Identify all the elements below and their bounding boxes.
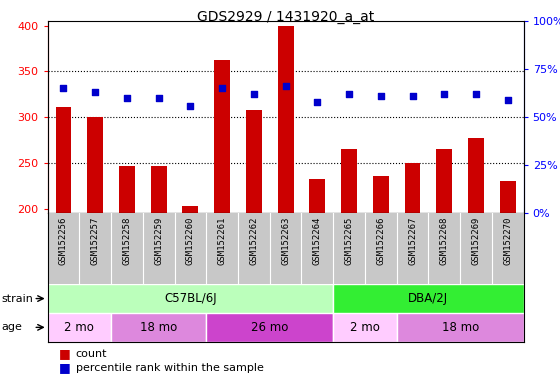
Bar: [48, 284, 333, 313]
Text: C57BL/6J: C57BL/6J: [164, 292, 217, 305]
Bar: [246, 110, 262, 384]
Point: [91, 89, 100, 95]
Point: [313, 99, 322, 105]
Bar: [111, 313, 206, 342]
Bar: [55, 107, 72, 384]
Point: [376, 93, 385, 99]
Text: GSM152256: GSM152256: [59, 217, 68, 265]
Text: GSM152262: GSM152262: [249, 217, 258, 265]
Bar: [333, 313, 396, 342]
Bar: [206, 313, 333, 342]
Point: [123, 95, 132, 101]
Bar: [119, 166, 135, 384]
Text: GSM152261: GSM152261: [218, 217, 227, 265]
Point: [472, 91, 480, 97]
Text: age: age: [1, 322, 22, 333]
Bar: [48, 313, 111, 342]
Text: GSM152260: GSM152260: [186, 217, 195, 265]
Point: [186, 103, 195, 109]
Text: GSM152270: GSM152270: [503, 217, 512, 265]
Text: GSM152259: GSM152259: [154, 217, 163, 265]
Text: GSM152257: GSM152257: [91, 217, 100, 265]
Text: DBA/2J: DBA/2J: [408, 292, 449, 305]
Text: GSM152268: GSM152268: [440, 217, 449, 265]
Bar: [278, 26, 293, 384]
Text: GSM152269: GSM152269: [472, 217, 480, 265]
Text: GSM152264: GSM152264: [313, 217, 322, 265]
Point: [154, 95, 163, 101]
Point: [344, 91, 353, 97]
Bar: [404, 163, 421, 384]
Point: [249, 91, 258, 97]
Text: 2 mo: 2 mo: [350, 321, 380, 334]
Bar: [341, 149, 357, 384]
Text: GSM152267: GSM152267: [408, 217, 417, 265]
Bar: [183, 206, 198, 384]
Text: ■: ■: [59, 361, 71, 374]
Text: GSM152265: GSM152265: [344, 217, 353, 265]
Text: 18 mo: 18 mo: [441, 321, 479, 334]
Text: 2 mo: 2 mo: [64, 321, 94, 334]
Bar: [214, 60, 230, 384]
Bar: [151, 167, 167, 384]
Text: count: count: [76, 349, 107, 359]
Bar: [309, 179, 325, 384]
Text: GDS2929 / 1431920_a_at: GDS2929 / 1431920_a_at: [197, 10, 374, 23]
Bar: [373, 175, 389, 384]
Bar: [333, 284, 524, 313]
Text: 18 mo: 18 mo: [140, 321, 178, 334]
Text: GSM152263: GSM152263: [281, 217, 290, 265]
Text: GSM152258: GSM152258: [123, 217, 132, 265]
Text: GSM152266: GSM152266: [376, 217, 385, 265]
Bar: [500, 181, 516, 384]
Bar: [87, 117, 103, 384]
Bar: [396, 313, 524, 342]
Point: [408, 93, 417, 99]
Point: [218, 85, 227, 91]
Text: ■: ■: [59, 348, 71, 360]
Point: [440, 91, 449, 97]
Bar: [436, 149, 452, 384]
Bar: [468, 138, 484, 384]
Text: strain: strain: [1, 293, 33, 304]
Point: [281, 83, 290, 89]
Point: [59, 85, 68, 91]
Point: [503, 97, 512, 103]
Text: percentile rank within the sample: percentile rank within the sample: [76, 362, 263, 373]
Text: 26 mo: 26 mo: [251, 321, 288, 334]
